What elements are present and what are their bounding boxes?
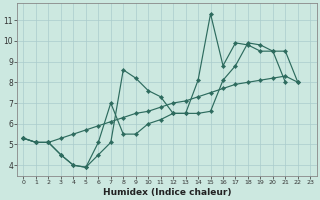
X-axis label: Humidex (Indice chaleur): Humidex (Indice chaleur) [103,188,231,197]
